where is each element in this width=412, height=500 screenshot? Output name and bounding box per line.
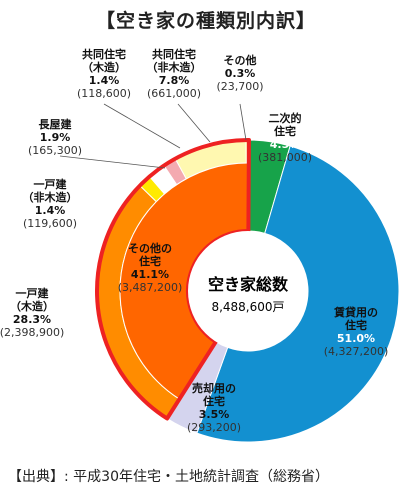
slice-8-その他-label: その他 0.3% (23,700) [216, 53, 263, 93]
leader-line-2 [239, 103, 247, 141]
inner-group-label: その他の住宅 41.1% (3,487,200) [118, 241, 183, 294]
slice-5-長屋建-label: 長屋建 1.9% (165,300) [28, 117, 82, 157]
slice-7-共同住宅-非木造-label: 共同住宅（非木造） 7.8% (661,000) [147, 47, 202, 100]
chart-slices [95, 138, 400, 443]
slice-6-共同住宅-木造-label: 共同住宅（木造） 1.4% (118,600) [77, 47, 131, 100]
center-title: 空き家総数 [208, 275, 289, 294]
slice-3-一戸建-木造-label: 一戸建（木造） 28.3% (2,398,900) [0, 286, 64, 339]
slice-4-一戸建-非木造-label: 一戸建（非木造） 1.4% (119,600) [23, 177, 78, 230]
center-total: 8,488,600戸 [211, 300, 284, 314]
leader-line-0 [103, 103, 181, 149]
leader-line-1 [177, 103, 211, 143]
donut-hole [188, 231, 308, 351]
source-note: 【出典】: 平成30年住宅・土地統計調査（総務省） [8, 469, 329, 485]
page-title: 【空き家の種類別内訳】 [95, 10, 316, 32]
slice-labels: 二次的住宅 4.5% (381,000) 賃貸用の住宅 51.0% (4,327,200)… [0, 47, 388, 434]
slice-0-二次的-住宅-label: 二次的住宅 4.5% (381,000) [258, 111, 312, 164]
center-label-group: 空き家総数 8,488,600戸 [188, 231, 308, 351]
leader-line-3 [59, 155, 166, 169]
slice-1-賃貸用の-住宅-label: 賃貸用の住宅 51.0% (4,327,200) [324, 305, 389, 358]
slice-2-売却用の-住宅-label: 売却用の住宅 3.5% (293,200) [187, 381, 241, 434]
